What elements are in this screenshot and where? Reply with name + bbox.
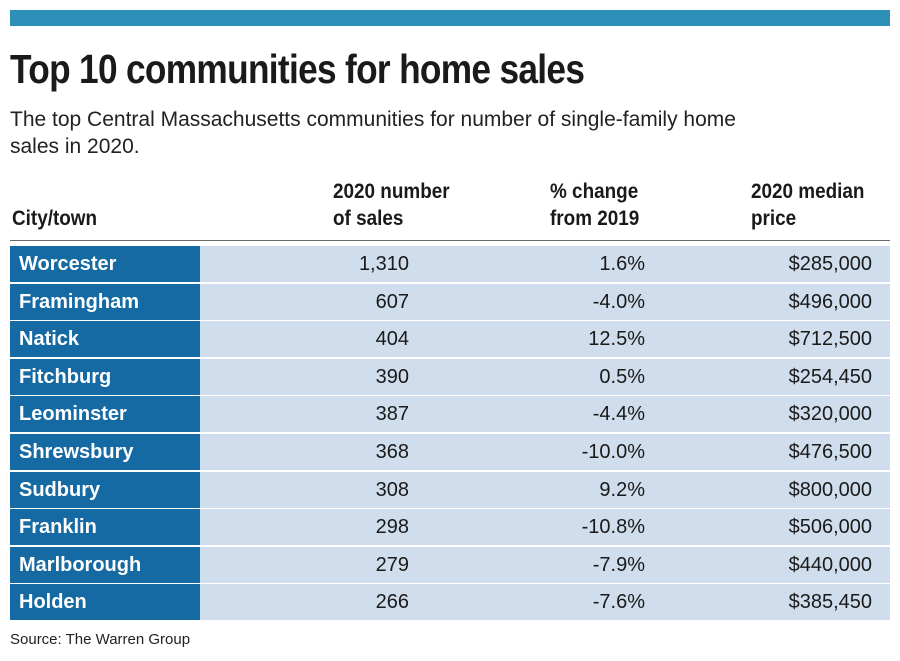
table-row: Marlborough 279 -7.9% $440,000 [10,546,890,583]
data-band [200,396,890,433]
column-header-change-line2: from 2019 [550,207,640,230]
data-band [200,509,890,546]
sales-count: 1,310 [358,253,409,275]
data-band [200,283,890,320]
source-note: Source: The Warren Group [10,631,191,648]
percent-change: 1.6% [599,253,645,275]
table-row: Framingham 607 -4.0% $496,000 [10,283,890,320]
city-name: Sudbury [10,471,200,508]
percent-change: -10.8% [581,516,645,539]
data-band [200,546,890,583]
median-price: $712,500 [788,328,872,351]
table-row: Sudbury 308 9.2% $800,000 [10,471,890,508]
city-name: Holden [10,584,200,621]
percent-change: 0.5% [599,365,645,388]
top-accent-bar [10,10,890,26]
median-price: $440,000 [788,553,872,576]
sales-count: 607 [375,290,409,313]
column-header-sales-line2: of sales [333,207,404,230]
column-header-sales: 2020 number of sales [333,178,450,232]
sales-count: 390 [375,365,409,388]
sales-count: 279 [375,553,409,576]
median-price: $496,000 [788,290,872,313]
city-name: Natick [10,321,200,358]
column-header-change-line1: % change [550,180,639,203]
column-header-price-line2: price [751,207,797,230]
column-header-city: City/town [12,205,97,232]
city-name: Franklin [10,509,200,546]
city-name: Framingham [10,283,200,320]
column-header-sales-line1: 2020 number [333,180,450,203]
percent-change: -7.9% [592,553,645,576]
table-row: Shrewsbury 368 -10.0% $476,500 [10,434,890,470]
city-name: Fitchburg [10,358,200,395]
percent-change: 12.5% [588,328,645,351]
percent-change: -10.0% [581,441,645,463]
sales-count: 298 [375,516,409,539]
column-header-price: 2020 median price [751,178,864,232]
data-band [200,358,890,395]
city-name: Shrewsbury [10,434,200,470]
percent-change: -4.4% [592,403,645,426]
median-price: $800,000 [788,478,872,501]
median-price: $254,450 [788,365,872,388]
data-band [200,434,890,470]
column-header-price-line1: 2020 median [751,180,865,203]
data-band [200,584,890,621]
median-price: $476,500 [788,441,872,463]
city-name: Marlborough [10,546,200,583]
city-name: Worcester [10,246,200,282]
percent-change: -7.6% [592,591,645,614]
city-name: Leominster [10,396,200,433]
median-price: $285,000 [788,253,872,275]
table-row: Fitchburg 390 0.5% $254,450 [10,358,890,395]
median-price: $506,000 [788,516,872,539]
sales-count: 387 [375,403,409,426]
sales-count: 404 [375,328,409,351]
chart-title: Top 10 communities for home sales [10,46,585,92]
table-row: Leominster 387 -4.4% $320,000 [10,396,890,433]
median-price: $385,450 [788,591,872,614]
column-header-change: % change from 2019 [550,178,639,232]
chart-subtitle: The top Central Massachusetts communitie… [10,108,736,158]
percent-change: 9.2% [599,478,645,501]
sales-count: 308 [375,478,409,501]
median-price: $320,000 [788,403,872,426]
table-row: Worcester 1,310 1.6% $285,000 [10,246,890,282]
table-row: Natick 404 12.5% $712,500 [10,321,890,358]
data-band [200,471,890,508]
column-header-city-label: City/town [12,207,98,230]
percent-change: -4.0% [592,290,645,313]
header-divider [10,240,890,241]
data-band [200,321,890,358]
sales-count: 266 [375,591,409,614]
sales-count: 368 [375,441,409,463]
table-row: Franklin 298 -10.8% $506,000 [10,509,890,546]
data-band [200,246,890,282]
table-row: Holden 266 -7.6% $385,450 [10,584,890,621]
